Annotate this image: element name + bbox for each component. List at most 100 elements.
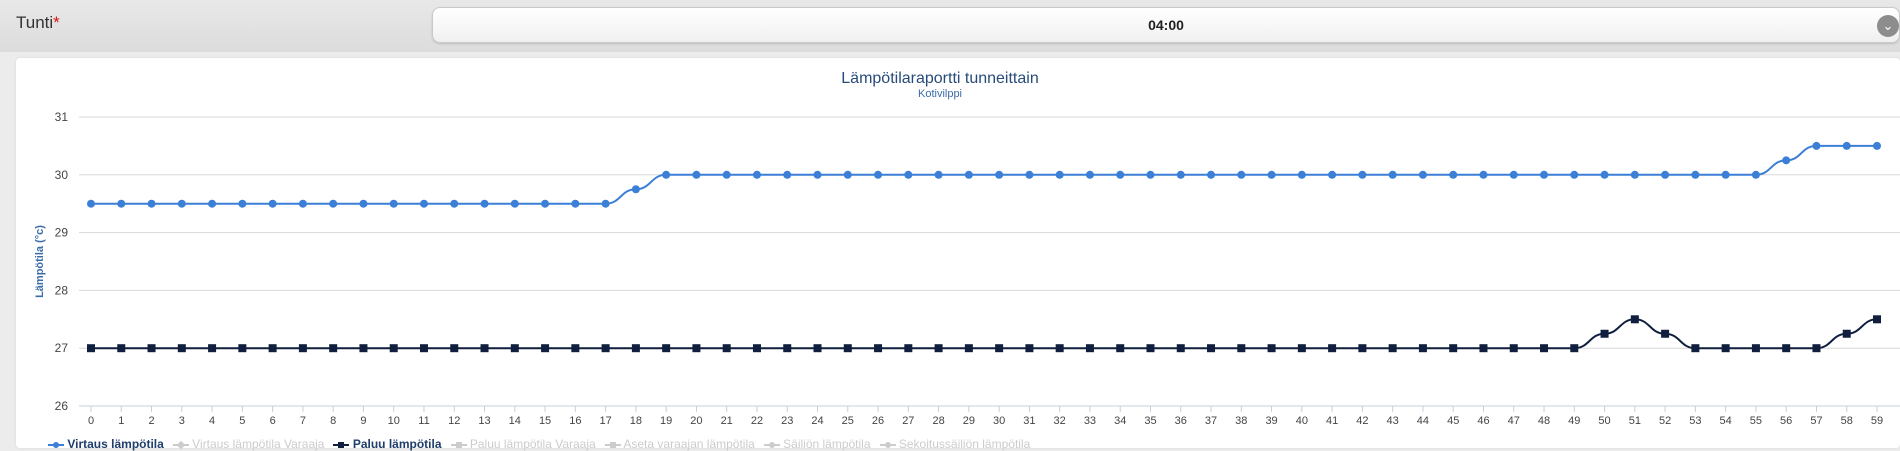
data-point [1540,344,1549,353]
data-point [480,344,489,353]
data-point [1328,170,1337,179]
data-point [87,344,95,353]
legend-item[interactable]: Paluu lämpötila Varaaja [450,437,596,451]
data-point [1751,170,1760,179]
x-tick-label: 55 [1750,415,1762,427]
x-tick-label: 10 [388,415,400,427]
x-tick-label: 14 [509,415,521,427]
x-tick-label: 21 [721,415,733,427]
legend-item[interactable]: Paluu lämpötila [333,437,442,451]
x-tick-label: 9 [360,415,366,427]
y-tick-label: 30 [55,168,69,182]
data-point [480,199,489,208]
data-point [1328,344,1337,353]
data-point [87,199,95,208]
data-point [450,344,459,353]
x-tick-label: 56 [1780,415,1792,427]
data-point [783,344,792,353]
x-tick-label: 46 [1477,415,1489,427]
x-tick-label: 41 [1326,415,1338,427]
legend-label: Virtaus lämpötila Varaaja [192,437,325,451]
x-tick-label: 13 [478,415,490,427]
x-tick-label: 27 [902,415,914,427]
data-point [964,170,973,179]
x-tick-label: 36 [1175,415,1187,427]
x-tick-label: 38 [1235,415,1247,427]
data-point [662,170,671,179]
x-tick-label: 19 [660,415,672,427]
data-point [1721,344,1730,353]
x-tick-label: 57 [1810,415,1822,427]
x-tick-label: 25 [842,415,854,427]
x-tick-label: 43 [1387,415,1399,427]
data-point [1116,344,1125,353]
y-tick-label: 29 [55,226,69,240]
chevron-down-icon: ⌄ [1877,15,1899,37]
y-tick-label: 31 [55,110,69,124]
data-point [510,199,519,208]
hour-select-value: 04:00 [1148,17,1184,33]
x-tick-label: 50 [1598,415,1610,427]
x-tick-label: 51 [1629,415,1641,427]
data-point [1600,170,1609,179]
data-point [1025,344,1034,353]
data-point [329,199,338,208]
x-tick-label: 5 [239,415,245,427]
data-point [601,344,610,353]
data-point [1873,141,1881,150]
chart-legend: Virtaus lämpötila Virtaus lämpötila Vara… [48,437,1039,451]
data-point [1237,170,1246,179]
data-point [1691,170,1700,179]
x-tick-label: 52 [1659,415,1671,427]
data-point [1176,344,1185,353]
data-point [541,199,550,208]
x-tick-label: 33 [1084,415,1096,427]
data-point [631,344,640,353]
data-point [419,199,428,208]
x-tick-label: 28 [932,415,944,427]
data-point [147,199,156,208]
x-tick-label: 26 [872,415,884,427]
legend-item[interactable]: Säiliön lämpötila [763,437,871,451]
data-point [1267,344,1276,353]
legend-symbol-icon [879,440,896,450]
data-point [359,199,368,208]
data-point [298,199,307,208]
data-point [692,170,701,179]
x-tick-label: 58 [1841,415,1853,427]
data-point [1570,344,1579,353]
chart-subtitle: Kotivilppi [918,88,962,100]
data-point [1207,344,1216,353]
data-point [752,344,761,353]
data-point [662,344,671,353]
data-point [1267,170,1276,179]
data-point [601,199,610,208]
data-point [783,170,792,179]
legend-item[interactable]: Aseta varaajan lämpötila [604,437,755,451]
x-tick-label: 16 [569,415,581,427]
x-tick-label: 18 [630,415,642,427]
data-point [1237,344,1246,353]
data-point [359,344,368,353]
legend-item[interactable]: Virtaus lämpötila Varaaja [172,437,325,451]
legend-item[interactable]: Sekoitussäiliön lämpötila [879,437,1030,451]
x-tick-label: 59 [1871,415,1883,427]
legend-symbol-icon [450,440,467,450]
x-tick-label: 30 [993,415,1005,427]
data-point [1842,329,1851,338]
data-point [1388,344,1397,353]
data-point [1661,329,1670,338]
x-tick-label: 23 [781,415,793,427]
legend-item[interactable]: Virtaus lämpötila [48,437,164,451]
x-tick-label: 22 [751,415,763,427]
data-point [1388,170,1397,179]
hour-select[interactable]: 04:00 ⌄ [432,7,1900,43]
data-point [389,344,398,353]
data-point [904,170,913,179]
data-point [1418,344,1427,353]
y-tick-label: 28 [55,283,69,297]
legend-symbol-icon [333,440,350,450]
data-point [298,344,307,353]
data-point [995,344,1004,353]
